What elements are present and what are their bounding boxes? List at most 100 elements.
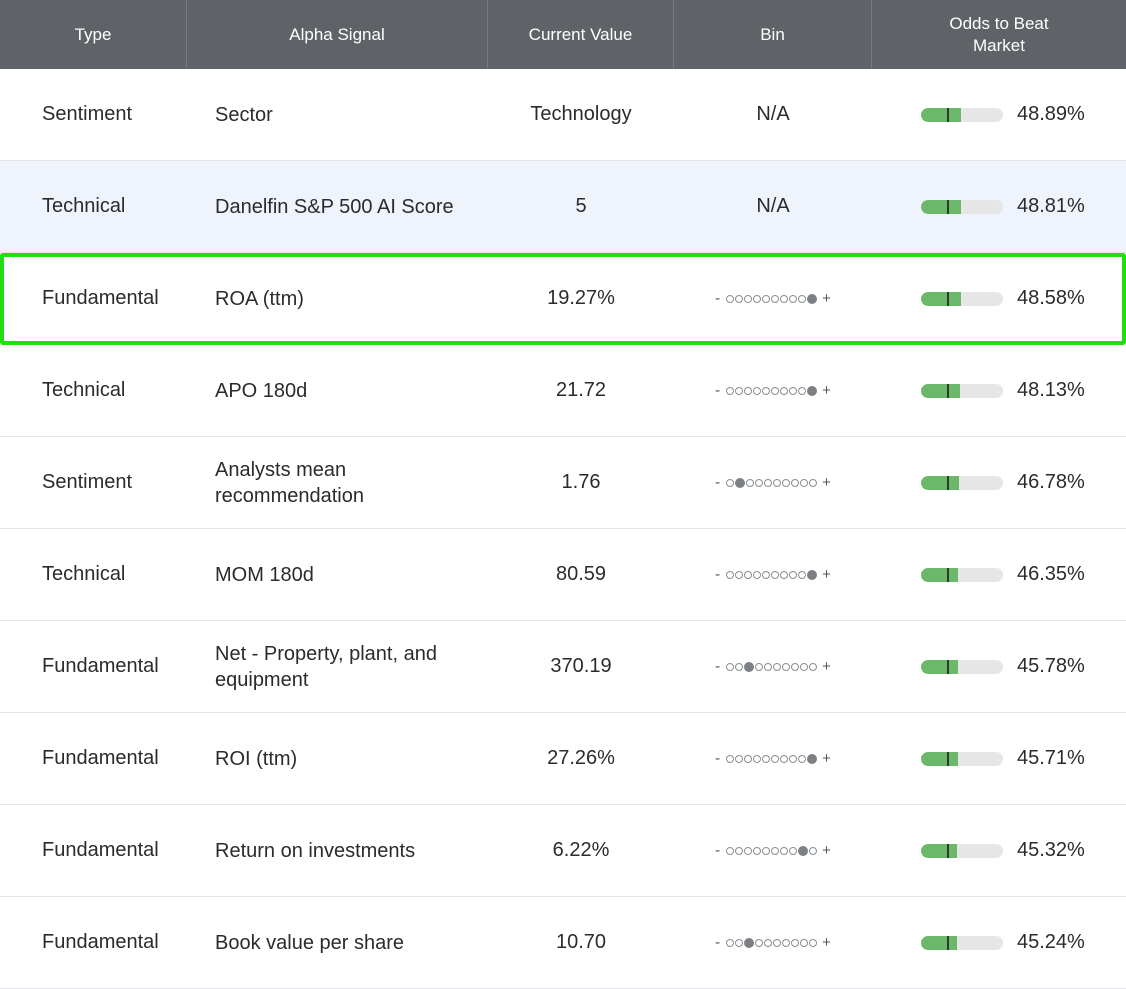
bin-dot (743, 846, 752, 855)
bin-dot-active (743, 937, 754, 948)
bin-dot (763, 662, 772, 671)
bin-dot (734, 754, 743, 763)
bin-dot (788, 294, 797, 303)
bin-dot (734, 662, 743, 671)
value-cell: 80.59 (555, 563, 607, 585)
table-row[interactable]: Fundamental ROA (ttm) 19.27% - +48.58% (0, 253, 1126, 345)
bin-dot (781, 662, 790, 671)
table-row[interactable]: Fundamental Net - Property, plant, and eq… (0, 621, 1126, 713)
bin-dot (788, 754, 797, 763)
table-row[interactable]: Fundamental Return on investments 6.22% - +4… (0, 805, 1126, 897)
table-row[interactable]: Technical MOM 180d 80.59- +46.35% (0, 529, 1126, 621)
bin-na: N/A (756, 195, 790, 217)
type-cell: Fundamental (42, 655, 159, 677)
type-cell: Fundamental (42, 839, 159, 861)
bin-dot (754, 938, 763, 947)
bin-dot-active (806, 385, 817, 396)
bin-minus: - (715, 842, 721, 859)
bin-cell: - + (674, 253, 872, 344)
bin-dot (761, 846, 770, 855)
bin-dot (790, 478, 799, 487)
table-row[interactable]: Sentiment Analysts mean recommendation 1.7… (0, 437, 1126, 529)
bin-cell: - + (674, 529, 872, 620)
odds-bar (921, 843, 1003, 858)
bin-plus: + (822, 934, 831, 951)
odds-value: 48.81% (1017, 195, 1085, 217)
value-cell: 370.19 (550, 655, 612, 677)
table-row[interactable]: Technical Danelfin S&P 500 AI Score 5 N/A 48… (0, 161, 1126, 253)
table-row[interactable]: Technical APO 180d 21.72- +48.13% (0, 345, 1126, 437)
bin-dot (797, 754, 806, 763)
bin-indicator: - + (710, 750, 836, 767)
value-cell: 10.70 (555, 931, 607, 953)
bin-dot (761, 386, 770, 395)
bin-dot (725, 846, 734, 855)
bin-cell: N/A (674, 69, 872, 160)
odds-bar (921, 567, 1003, 582)
odds-bar-fill (921, 383, 961, 398)
bin-dot (808, 846, 817, 855)
value-cell: 21.72 (555, 379, 607, 401)
bin-dot-active (806, 753, 817, 764)
odds-bar-fill (921, 935, 958, 950)
table-row[interactable]: Fundamental Book value per share 10.70- +45… (0, 897, 1126, 989)
signal-cell: Danelfin S&P 500 AI Score (215, 195, 454, 218)
bin-dot (770, 570, 779, 579)
table-row[interactable]: Sentiment Sector Technology N/A 48.89% (0, 69, 1126, 161)
bin-dot (808, 938, 817, 947)
signal-cell: Book value per share (215, 931, 405, 954)
bin-dot-active (743, 661, 754, 672)
signal-cell: Analysts mean recommendation (215, 458, 364, 507)
bin-minus: - (715, 658, 721, 675)
type-cell: Technical (42, 563, 126, 585)
bin-dot (725, 386, 734, 395)
header-current-value[interactable]: Current Value (488, 0, 674, 69)
bin-dot (725, 754, 734, 763)
bin-dot (743, 570, 752, 579)
value-cell: 5 (575, 195, 587, 217)
odds-bar-fill (921, 751, 958, 766)
odds-bar (921, 935, 1003, 950)
odds-value: 46.78% (1017, 471, 1085, 493)
bin-dot (752, 846, 761, 855)
type-cell: Sentiment (42, 103, 133, 125)
odds-value: 46.35% (1017, 563, 1085, 585)
header-alpha-signal[interactable]: Alpha Signal (187, 0, 488, 69)
table-row[interactable]: Fundamental ROI (ttm) 27.26% - +45.71% (0, 713, 1126, 805)
bin-dot (779, 846, 788, 855)
bin-dot (772, 478, 781, 487)
bin-dot (725, 570, 734, 579)
odds-cell: 45.71% (872, 713, 1126, 804)
bin-dot (788, 386, 797, 395)
bin-dot (725, 662, 734, 671)
header-odds[interactable]: Odds to Beat Market (949, 13, 1049, 55)
bin-dot (754, 662, 763, 671)
header-type[interactable]: Type (0, 0, 187, 69)
bin-dot (779, 570, 788, 579)
bin-dot (754, 478, 763, 487)
bin-dot-active (734, 477, 745, 488)
bin-cell: - + (674, 713, 872, 804)
signal-cell: Return on investments (215, 839, 416, 862)
type-cell: Technical (42, 379, 126, 401)
odds-bar (921, 107, 1003, 122)
odds-value: 45.24% (1017, 931, 1085, 953)
value-cell: Technology (530, 103, 632, 125)
bin-plus: + (822, 658, 831, 675)
bin-dot (763, 938, 772, 947)
bin-dot (799, 938, 808, 947)
bin-minus: - (715, 566, 721, 583)
bin-dot (761, 570, 770, 579)
bin-plus: + (822, 566, 831, 583)
bin-dot (745, 478, 754, 487)
value-cell: 1.76 (561, 471, 601, 493)
bin-dot (734, 846, 743, 855)
value-cell: 19.27% (547, 287, 615, 309)
header-bin[interactable]: Bin (674, 0, 872, 69)
odds-cell: 45.32% (872, 805, 1126, 896)
bin-dot (734, 570, 743, 579)
table-header: Type Alpha Signal Current Value Bin Odds… (0, 0, 1126, 69)
bin-indicator: - + (710, 382, 836, 399)
odds-cell: 46.35% (872, 529, 1126, 620)
odds-bar-marker (947, 567, 949, 582)
